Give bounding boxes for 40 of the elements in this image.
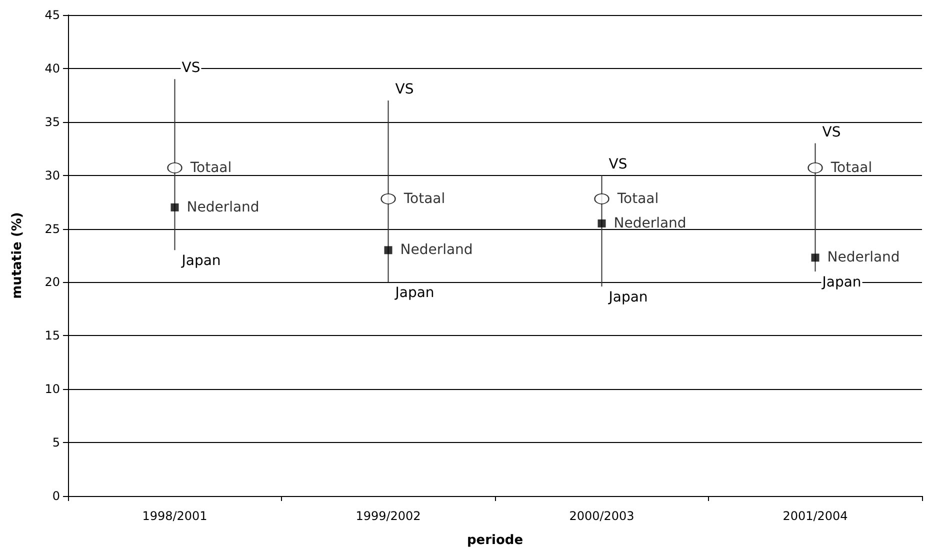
series-label: Nederland — [186, 199, 260, 216]
y-tick-label: 5 — [52, 436, 60, 450]
y-tick-label: 35 — [44, 114, 60, 129]
point — [598, 219, 606, 228]
point — [594, 193, 610, 204]
y-tick-label: 0 — [52, 489, 60, 503]
annotation: VS — [608, 156, 628, 172]
point — [167, 162, 182, 174]
text: Totaal — [190, 160, 232, 176]
y-axis-title: mutatie (%) — [10, 212, 25, 299]
x-axis-title: periode — [466, 533, 524, 548]
point — [170, 203, 179, 212]
point — [384, 246, 392, 254]
text: Nederland — [827, 250, 900, 266]
y-tick-label: 25 — [44, 222, 60, 236]
point — [380, 193, 396, 204]
point — [811, 254, 820, 262]
y-tick-label: 20 — [44, 275, 60, 290]
y-tick-label: 15 — [44, 328, 60, 343]
series-label: Totaal — [402, 190, 446, 207]
annotation: VS — [822, 124, 841, 140]
annotation: Japan — [180, 253, 221, 270]
x-tick-label: 2000/2003 — [569, 509, 634, 523]
x-tick-label: 1998/2001 — [142, 509, 208, 523]
text: Nederland — [614, 215, 686, 232]
y-tick-label: 10 — [44, 382, 60, 396]
x-tick-label: 1999/2002 — [356, 509, 421, 523]
annotation: Japan — [394, 285, 434, 302]
y-tick-label: 40 — [44, 61, 60, 76]
annotation: Japan — [821, 274, 862, 291]
point — [808, 162, 823, 174]
text: Nederland — [400, 242, 473, 258]
y-tick-label: 30 — [44, 168, 60, 182]
y-tick-label: 45 — [44, 8, 60, 22]
annotation: VS — [395, 82, 414, 98]
text: Totaal — [830, 160, 872, 176]
annotation: Japan — [608, 290, 648, 306]
annotation: VS — [182, 60, 200, 76]
text: Totaal — [617, 190, 659, 207]
x-tick-label: 2001/2004 — [782, 509, 848, 523]
